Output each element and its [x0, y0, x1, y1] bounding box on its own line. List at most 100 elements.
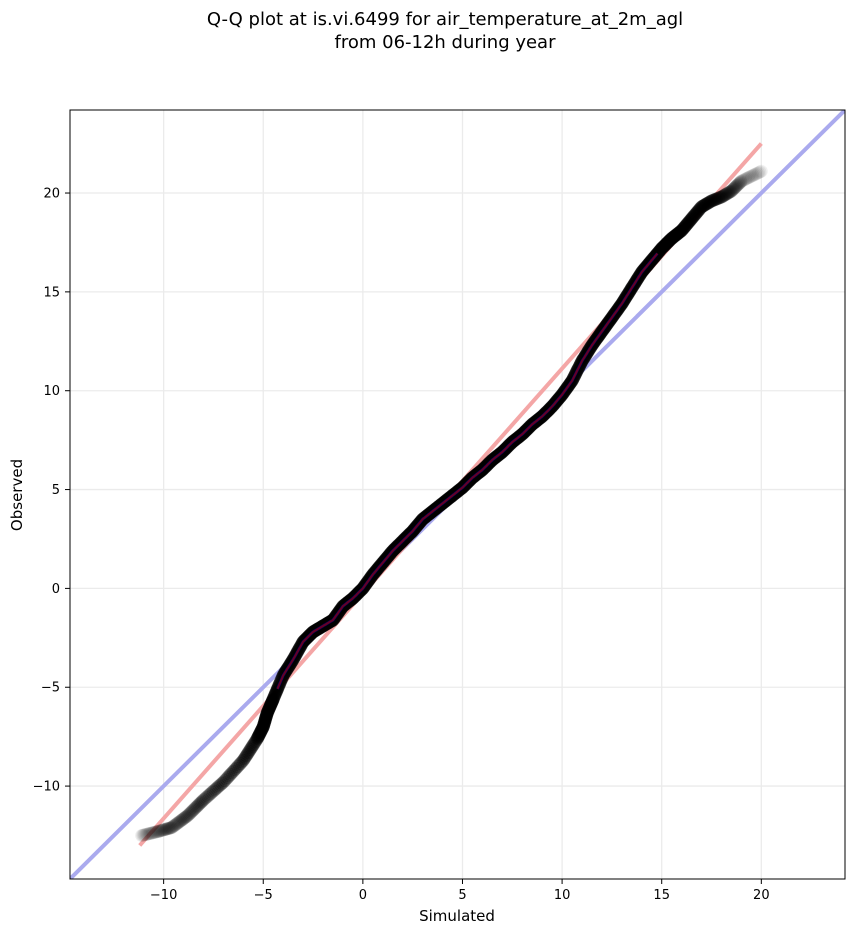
- qq-point: [712, 191, 726, 205]
- qq-point: [675, 224, 689, 238]
- y-axis-ticks: −10 −5 0 5 10 15 20: [33, 187, 70, 795]
- qq-point: [717, 189, 731, 203]
- reference-lines: [70, 110, 845, 879]
- qq-point: [666, 230, 680, 244]
- qq-point: [687, 208, 701, 222]
- qq-point: [674, 224, 688, 238]
- qq-point: [677, 221, 691, 235]
- chart-title: Q-Q plot at is.vi.6499 for air_temperatu…: [207, 9, 683, 53]
- qq-point: [162, 821, 176, 835]
- x-tick-label: −10: [150, 888, 177, 903]
- qq-point: [715, 190, 728, 204]
- qq-point: [667, 230, 681, 244]
- qq-point: [697, 198, 711, 212]
- qq-point: [146, 826, 160, 840]
- qq-point: [743, 170, 757, 184]
- qq-point: [164, 821, 178, 835]
- qq-point: [703, 195, 717, 209]
- qq-point: [692, 202, 706, 216]
- qq-point: [673, 225, 687, 239]
- qq-point: [216, 775, 230, 789]
- y-tick-label: 20: [43, 187, 60, 202]
- qq-point: [244, 741, 258, 755]
- qq-point: [701, 196, 715, 210]
- x-tick-label: 0: [359, 888, 367, 903]
- qq-point: [660, 236, 674, 250]
- qq-point: [260, 708, 274, 722]
- qq-point: [754, 164, 768, 178]
- qq-point: [724, 184, 738, 198]
- qq-point: [726, 183, 740, 197]
- qq-point: [717, 188, 731, 202]
- qq-point: [247, 736, 261, 750]
- qq-point: [693, 202, 707, 216]
- qq-point: [190, 800, 204, 814]
- qq-point: [153, 824, 167, 838]
- qq-point: [214, 778, 228, 792]
- qq-point: [715, 190, 729, 204]
- qq-point: [182, 808, 196, 822]
- qq-point: [251, 730, 265, 744]
- qq-point: [177, 811, 191, 825]
- qq-point: [720, 187, 734, 201]
- qq-point: [221, 771, 235, 784]
- qq-point: [191, 799, 205, 813]
- qq-point: [215, 776, 229, 790]
- qq-point: [259, 712, 272, 726]
- qq-point: [668, 229, 682, 243]
- chart-title-line-1: Q-Q plot at is.vi.6499 for air_temperatu…: [207, 9, 683, 30]
- qq-point: [661, 235, 675, 249]
- qq-point: [687, 209, 701, 223]
- qq-point: [158, 823, 172, 837]
- qq-point: [251, 731, 265, 745]
- qq-point: [668, 229, 681, 243]
- qq-point: [208, 783, 222, 797]
- qq-point: [143, 827, 157, 840]
- qq-point: [716, 189, 730, 203]
- y-tick-label: −10: [33, 780, 60, 795]
- qq-point: [692, 203, 706, 217]
- x-tick-label: 15: [653, 888, 670, 903]
- qq-point: [704, 194, 718, 208]
- qq-point: [156, 823, 170, 837]
- qq-point: [137, 828, 151, 842]
- qq-point: [727, 182, 741, 196]
- qq-point: [249, 733, 263, 747]
- qq-point: [243, 743, 257, 756]
- qq-point: [711, 191, 725, 205]
- qq-point: [254, 724, 268, 738]
- qq-point: [722, 186, 736, 200]
- qq-point: [256, 721, 270, 735]
- qq-point: [731, 178, 745, 192]
- qq-point: [198, 792, 212, 806]
- qq-point: [749, 167, 763, 181]
- qq-point: [670, 228, 684, 241]
- qq-point: [686, 210, 700, 224]
- qq-point: [211, 780, 225, 794]
- qq-point: [728, 181, 742, 194]
- qq-point: [746, 169, 760, 182]
- qq-point: [242, 744, 256, 758]
- qq-point: [252, 729, 266, 743]
- qq-point: [707, 193, 721, 207]
- qq-point: [147, 825, 161, 839]
- center-overlay: [276, 252, 659, 690]
- qq-point: [725, 183, 739, 197]
- qq-point: [683, 214, 696, 228]
- qq-point: [665, 232, 679, 245]
- qq-point: [224, 767, 237, 781]
- qq-point: [657, 239, 671, 253]
- qq-point: [719, 187, 733, 201]
- qq-point: [151, 825, 165, 839]
- qq-point: [734, 174, 748, 188]
- qq-point: [165, 821, 179, 835]
- qq-point: [240, 747, 254, 761]
- fit-line: [138, 142, 763, 847]
- qq-point: [691, 204, 705, 218]
- qq-point: [189, 801, 202, 815]
- qq-point: [183, 807, 197, 820]
- qq-point: [201, 789, 215, 803]
- qq-point: [675, 223, 689, 237]
- qq-point: [136, 828, 150, 842]
- qq-point: [258, 715, 272, 729]
